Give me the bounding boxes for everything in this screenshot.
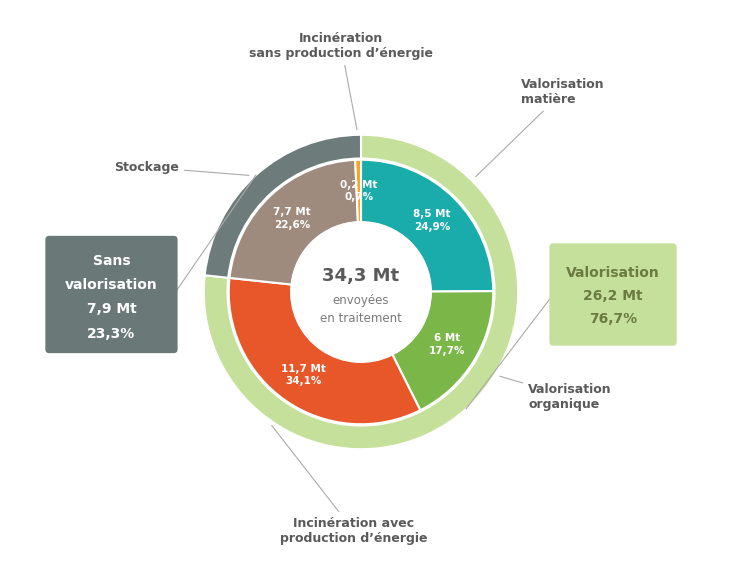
Wedge shape: [205, 135, 361, 278]
Text: envoyées
en traitement: envoyées en traitement: [320, 294, 402, 325]
Wedge shape: [230, 160, 358, 284]
Text: 76,7%: 76,7%: [589, 312, 637, 326]
Text: 7,9 Mt: 7,9 Mt: [86, 303, 136, 317]
Text: Valorisation: Valorisation: [566, 266, 660, 280]
Text: 11,7 Mt
34,1%: 11,7 Mt 34,1%: [281, 364, 326, 387]
FancyBboxPatch shape: [550, 244, 676, 346]
Text: Valorisation
matière: Valorisation matière: [476, 78, 605, 177]
Text: 23,3%: 23,3%: [87, 328, 135, 342]
Text: Valorisation
organique: Valorisation organique: [500, 376, 612, 411]
FancyBboxPatch shape: [45, 236, 178, 353]
Wedge shape: [229, 278, 420, 424]
Wedge shape: [355, 160, 361, 222]
Text: 6 Mt
17,7%: 6 Mt 17,7%: [429, 333, 466, 356]
Wedge shape: [361, 160, 493, 291]
Text: 34,3 Mt: 34,3 Mt: [323, 267, 400, 285]
Text: Incinération
sans production d’énergie: Incinération sans production d’énergie: [249, 32, 433, 130]
Text: 7,7 Mt
22,6%: 7,7 Mt 22,6%: [273, 207, 310, 230]
Wedge shape: [203, 135, 518, 449]
Text: 26,2 Mt: 26,2 Mt: [583, 288, 643, 303]
Circle shape: [291, 222, 431, 362]
Text: Incinération avec
production d’énergie: Incinération avec production d’énergie: [272, 425, 427, 545]
Text: Stockage: Stockage: [114, 161, 249, 175]
Wedge shape: [392, 291, 493, 410]
Text: 8,5 Mt
24,9%: 8,5 Mt 24,9%: [414, 209, 451, 232]
Text: Sans: Sans: [93, 254, 130, 268]
Text: 0,2 Mt
0,7%: 0,2 Mt 0,7%: [340, 179, 378, 203]
Text: valorisation: valorisation: [65, 277, 158, 291]
